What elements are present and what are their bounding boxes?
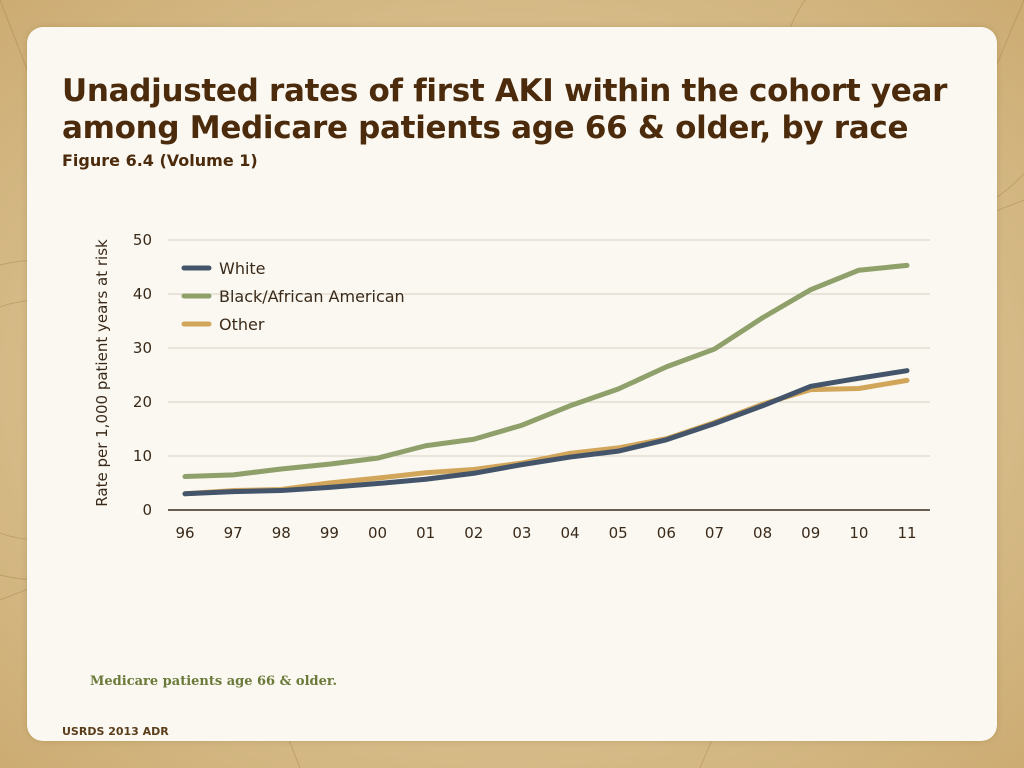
- legend: White Black/African American Other: [181, 259, 405, 334]
- x-tick-label: 00: [368, 524, 387, 542]
- x-tick-label: 03: [512, 524, 531, 542]
- x-tick-label: 11: [897, 524, 916, 542]
- x-tick-label: 98: [272, 524, 291, 542]
- y-tick-label: 20: [133, 393, 152, 411]
- x-tick-label: 96: [175, 524, 194, 542]
- x-tick-label: 07: [705, 524, 724, 542]
- x-tick-label: 09: [801, 524, 820, 542]
- y-axis-label: Rate per 1,000 patient years at risk: [93, 239, 111, 507]
- x-tick-label: 97: [224, 524, 243, 542]
- x-tick-label: 05: [609, 524, 628, 542]
- y-tick-label: 10: [133, 447, 152, 465]
- x-tick-label: 02: [464, 524, 483, 542]
- title-line-1: Unadjusted rates of first AKI within the…: [62, 73, 948, 109]
- series-line-black-african-american: [182, 262, 910, 480]
- y-tick-label: 40: [133, 285, 152, 303]
- x-tick-labels: 96 97 98 99 00 01 02 03 04 05 06 07 08 09 10 11: [175, 524, 916, 542]
- x-tick-label: 04: [561, 524, 580, 542]
- y-tick-labels: 0 10 20 30 40 50: [133, 231, 152, 519]
- x-tick-label: 10: [849, 524, 868, 542]
- y-tick-label: 50: [133, 231, 152, 249]
- y-tick-label: 30: [133, 339, 152, 357]
- legend-label: Other: [219, 315, 265, 334]
- x-tick-label: 01: [416, 524, 435, 542]
- footnote: Medicare patients age 66 & older.: [90, 674, 338, 689]
- figure-subtitle: Figure 6.4 (Volume 1): [62, 151, 258, 170]
- x-tick-label: 06: [657, 524, 676, 542]
- source-footer: USRDS 2013 ADR: [62, 725, 169, 738]
- series-line-other: [182, 377, 910, 497]
- slide-title: Unadjusted rates of first AKI within the…: [62, 73, 1002, 147]
- legend-label: White: [219, 259, 266, 278]
- y-tick-label: 0: [142, 501, 152, 519]
- series-line-white: [182, 368, 910, 497]
- title-line-2: among Medicare patients age 66 & older, …: [62, 110, 909, 146]
- x-tick-label: 08: [753, 524, 772, 542]
- x-tick-label: 99: [320, 524, 339, 542]
- legend-label: Black/African American: [219, 287, 405, 306]
- series-lines: [182, 262, 910, 497]
